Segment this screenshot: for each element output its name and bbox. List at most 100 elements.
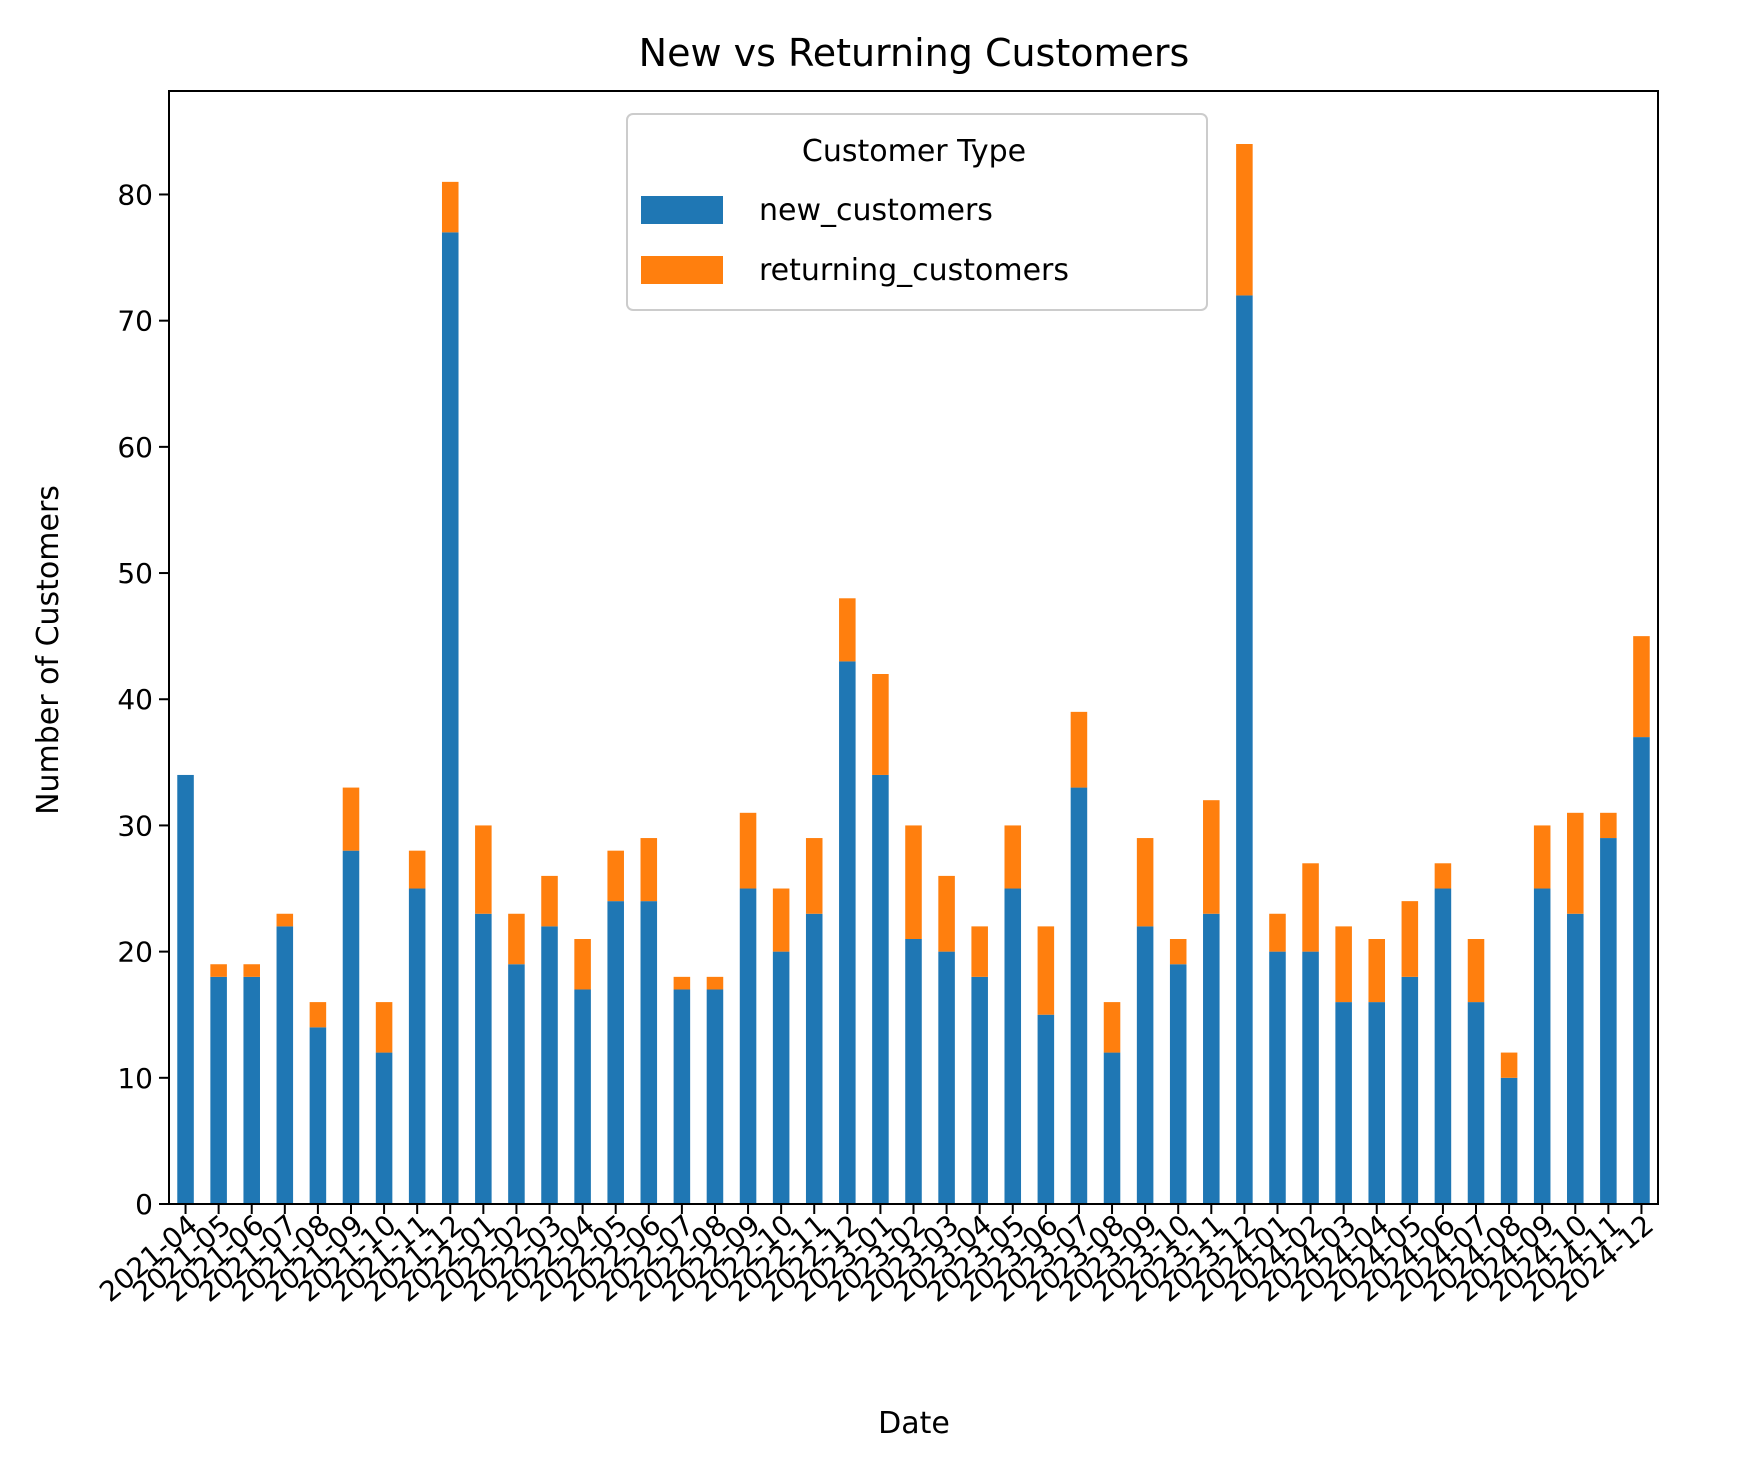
bar-returning-customers-2023-04 (971, 926, 988, 977)
legend-swatch-returning-customers (641, 256, 723, 284)
bar-new-customers-2022-10 (772, 951, 790, 1204)
bar-new-customers-2022-08 (706, 989, 724, 1204)
bar-returning-customers-2023-01 (872, 674, 889, 775)
bar-new-customers-2022-01 (475, 913, 492, 1204)
bar-new-customers-2024-04 (1368, 1002, 1386, 1204)
bar-new-customers-2023-06 (1037, 1014, 1055, 1204)
bar-returning-customers-2021-11 (408, 850, 426, 889)
bar-new-customers-2022-02 (508, 964, 525, 1204)
bar-returning-customers-2022-09 (739, 812, 757, 889)
bar-returning-customers-2023-07 (1070, 711, 1088, 788)
bar-returning-customers-2021-12 (441, 181, 459, 233)
bar-returning-customers-2023-05 (1004, 825, 1022, 889)
y-tick-label-50: 50 (117, 557, 153, 590)
bar-returning-customers-2024-10 (1567, 812, 1584, 914)
bar-new-customers-2021-12 (441, 232, 459, 1204)
bar-new-customers-2024-05 (1401, 976, 1419, 1204)
bar-returning-customers-2024-01 (1269, 913, 1286, 952)
bar-new-customers-2024-02 (1302, 951, 1319, 1204)
bar-returning-customers-2021-08 (309, 1002, 327, 1028)
legend-title: Customer Type (802, 134, 1026, 169)
bar-returning-customers-2024-09 (1533, 825, 1551, 889)
legend: Customer Type new_customers returning_cust… (626, 113, 1208, 311)
bar-new-customers-2021-07 (276, 926, 294, 1204)
bar-returning-customers-2023-03 (938, 875, 955, 952)
x-axis: 2021-042021-052021-062021-072021-082021-… (93, 1204, 1660, 1309)
bar-new-customers-2023-08 (1103, 1052, 1121, 1204)
bar-returning-customers-2021-09 (342, 787, 360, 851)
bar-returning-customers-2024-04 (1368, 939, 1386, 1003)
bar-returning-customers-2024-07 (1467, 939, 1485, 1003)
plot-frame (168, 90, 1659, 1205)
bar-returning-customers-2021-05 (210, 964, 227, 977)
bar-new-customers-2021-09 (342, 850, 360, 1204)
bar-returning-customers-2023-08 (1103, 1002, 1121, 1053)
bar-new-customers-2022-05 (607, 901, 624, 1204)
bar-returning-customers-2022-03 (541, 875, 558, 927)
legend-box (626, 113, 1208, 311)
legend-label-new-customers: new_customers (759, 193, 993, 228)
bar-new-customers-2022-06 (640, 901, 658, 1204)
bar-new-customers-2023-01 (872, 774, 889, 1204)
legend-label-returning-customers: returning_customers (759, 253, 1069, 288)
bars-layer (177, 144, 1650, 1204)
bar-new-customers-2024-07 (1467, 1002, 1485, 1204)
y-tick-label-40: 40 (117, 683, 153, 716)
bar-returning-customers-2022-05 (607, 850, 624, 902)
legend-swatch-new-customers (641, 196, 723, 224)
bar-returning-customers-2021-10 (375, 1002, 393, 1053)
chart-title: New vs Returning Customers (639, 31, 1190, 75)
bar-returning-customers-2022-08 (706, 976, 724, 990)
bar-new-customers-2022-11 (805, 913, 823, 1204)
bar-new-customers-2022-03 (541, 926, 558, 1204)
bar-returning-customers-2022-04 (574, 939, 591, 990)
bar-returning-customers-2022-11 (805, 838, 823, 914)
y-tick-label-70: 70 (117, 305, 153, 338)
bar-returning-customers-2023-09 (1136, 838, 1154, 927)
bar-returning-customers-2022-07 (673, 976, 691, 990)
bar-new-customers-2022-09 (739, 888, 757, 1204)
bar-returning-customers-2023-12 (1236, 144, 1253, 296)
x-axis-label: Date (878, 1406, 950, 1441)
bar-new-customers-2022-12 (839, 661, 856, 1204)
y-axis: 0 10 20 30 40 50 60 70 80 (117, 178, 169, 1221)
bar-new-customers-2021-06 (243, 976, 260, 1204)
bar-new-customers-2024-12 (1633, 737, 1650, 1204)
bar-new-customers-2023-11 (1203, 913, 1220, 1204)
bar-new-customers-2023-09 (1136, 926, 1154, 1204)
bar-returning-customers-2024-02 (1302, 863, 1319, 952)
bar-new-customers-2023-05 (1004, 888, 1022, 1204)
bar-new-customers-2021-08 (309, 1027, 327, 1204)
bar-new-customers-2024-08 (1500, 1077, 1518, 1204)
bar-new-customers-2024-03 (1335, 1002, 1352, 1204)
bar-returning-customers-2024-05 (1401, 901, 1419, 977)
bar-new-customers-2021-10 (375, 1052, 393, 1204)
bar-returning-customers-2024-11 (1600, 812, 1617, 839)
bar-returning-customers-2024-12 (1633, 636, 1650, 738)
bar-returning-customers-2022-10 (772, 888, 790, 952)
bar-returning-customers-2022-12 (839, 598, 856, 662)
bar-new-customers-2021-04 (177, 774, 194, 1204)
bar-new-customers-2024-09 (1533, 888, 1551, 1204)
bar-returning-customers-2021-07 (276, 913, 294, 927)
bar-new-customers-2024-01 (1269, 951, 1286, 1204)
y-axis-label: Number of Customers (31, 485, 66, 815)
y-tick-label-10: 10 (117, 1062, 153, 1095)
bar-new-customers-2021-11 (408, 888, 426, 1204)
bar-new-customers-2023-02 (905, 939, 922, 1204)
y-tick-label-0: 0 (135, 1188, 153, 1221)
bar-new-customers-2024-11 (1600, 838, 1617, 1204)
bar-new-customers-2022-07 (673, 989, 691, 1204)
bar-new-customers-2021-05 (210, 976, 227, 1204)
bar-new-customers-2023-07 (1070, 787, 1088, 1204)
y-tick-label-30: 30 (117, 809, 153, 842)
bar-returning-customers-2023-11 (1203, 800, 1220, 914)
bar-returning-customers-2024-08 (1500, 1052, 1518, 1078)
bar-returning-customers-2021-06 (243, 964, 260, 977)
bar-returning-customers-2022-01 (475, 825, 492, 914)
bar-new-customers-2023-12 (1236, 295, 1253, 1204)
y-tick-label-20: 20 (117, 936, 153, 969)
y-tick-label-60: 60 (117, 431, 153, 464)
